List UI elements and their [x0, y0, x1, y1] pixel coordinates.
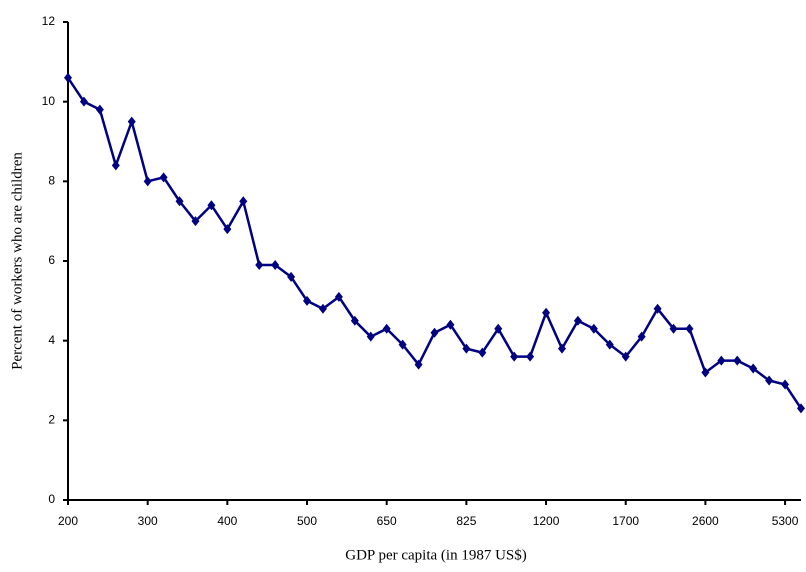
marker: [557, 343, 566, 354]
marker: [207, 200, 216, 211]
marker: [303, 295, 312, 306]
marker: [733, 355, 742, 366]
marker: [765, 375, 774, 386]
x-tick-label: 5300: [772, 514, 799, 528]
x-axis-label: GDP per capita (in 1987 US$): [345, 547, 527, 563]
marker: [414, 359, 423, 370]
marker: [430, 327, 439, 338]
marker: [79, 96, 88, 107]
marker: [605, 339, 614, 350]
x-tick-label: 825: [456, 514, 476, 528]
x-tick-label: 650: [377, 514, 397, 528]
y-axis-label: Percent of workers who are children: [9, 152, 25, 370]
marker: [542, 307, 551, 318]
x-tick-label: 400: [217, 514, 237, 528]
marker: [653, 303, 662, 314]
x-tick-label: 2600: [692, 514, 719, 528]
y-tick-label: 0: [48, 492, 55, 506]
marker: [239, 196, 248, 207]
marker: [398, 339, 407, 350]
marker: [510, 351, 519, 362]
marker: [271, 259, 280, 270]
marker: [350, 315, 359, 326]
marker: [573, 315, 582, 326]
line: [66, 77, 803, 410]
marker: [255, 259, 264, 270]
marker: [446, 319, 455, 330]
y-tick-label: 4: [48, 333, 55, 347]
marker: [462, 343, 471, 354]
y-tick-label: 10: [42, 94, 56, 108]
marker: [111, 160, 120, 171]
x-tick-label: 1200: [533, 514, 560, 528]
x-tick-label: 1700: [612, 514, 639, 528]
marker: [143, 176, 152, 187]
x-tick-label: 500: [297, 514, 317, 528]
marker: [334, 291, 343, 302]
marker: [382, 323, 391, 334]
marker: [797, 403, 805, 414]
marker: [318, 303, 327, 314]
marker: [669, 323, 678, 334]
marker: [749, 363, 758, 374]
y-tick-label: 8: [48, 174, 55, 188]
marker: [494, 323, 503, 334]
marker: [127, 116, 136, 127]
marker: [175, 196, 184, 207]
marker: [95, 104, 104, 115]
marker: [781, 379, 790, 390]
x-tick-label: 300: [138, 514, 158, 528]
marker: [685, 323, 694, 334]
marker: [478, 347, 487, 358]
y-tick-label: 12: [42, 14, 56, 28]
marker: [589, 323, 598, 334]
marker: [526, 351, 535, 362]
marker: [159, 172, 168, 183]
y-tick-label: 6: [48, 253, 55, 267]
marker: [621, 351, 630, 362]
marker: [701, 367, 710, 378]
marker: [637, 331, 646, 342]
marker: [366, 331, 375, 342]
marker: [287, 271, 296, 282]
marker: [191, 216, 200, 227]
marker: [64, 72, 72, 83]
marker: [223, 224, 232, 235]
y-tick-label: 2: [48, 413, 55, 427]
marker: [717, 355, 726, 366]
x-tick-label: 200: [58, 514, 78, 528]
